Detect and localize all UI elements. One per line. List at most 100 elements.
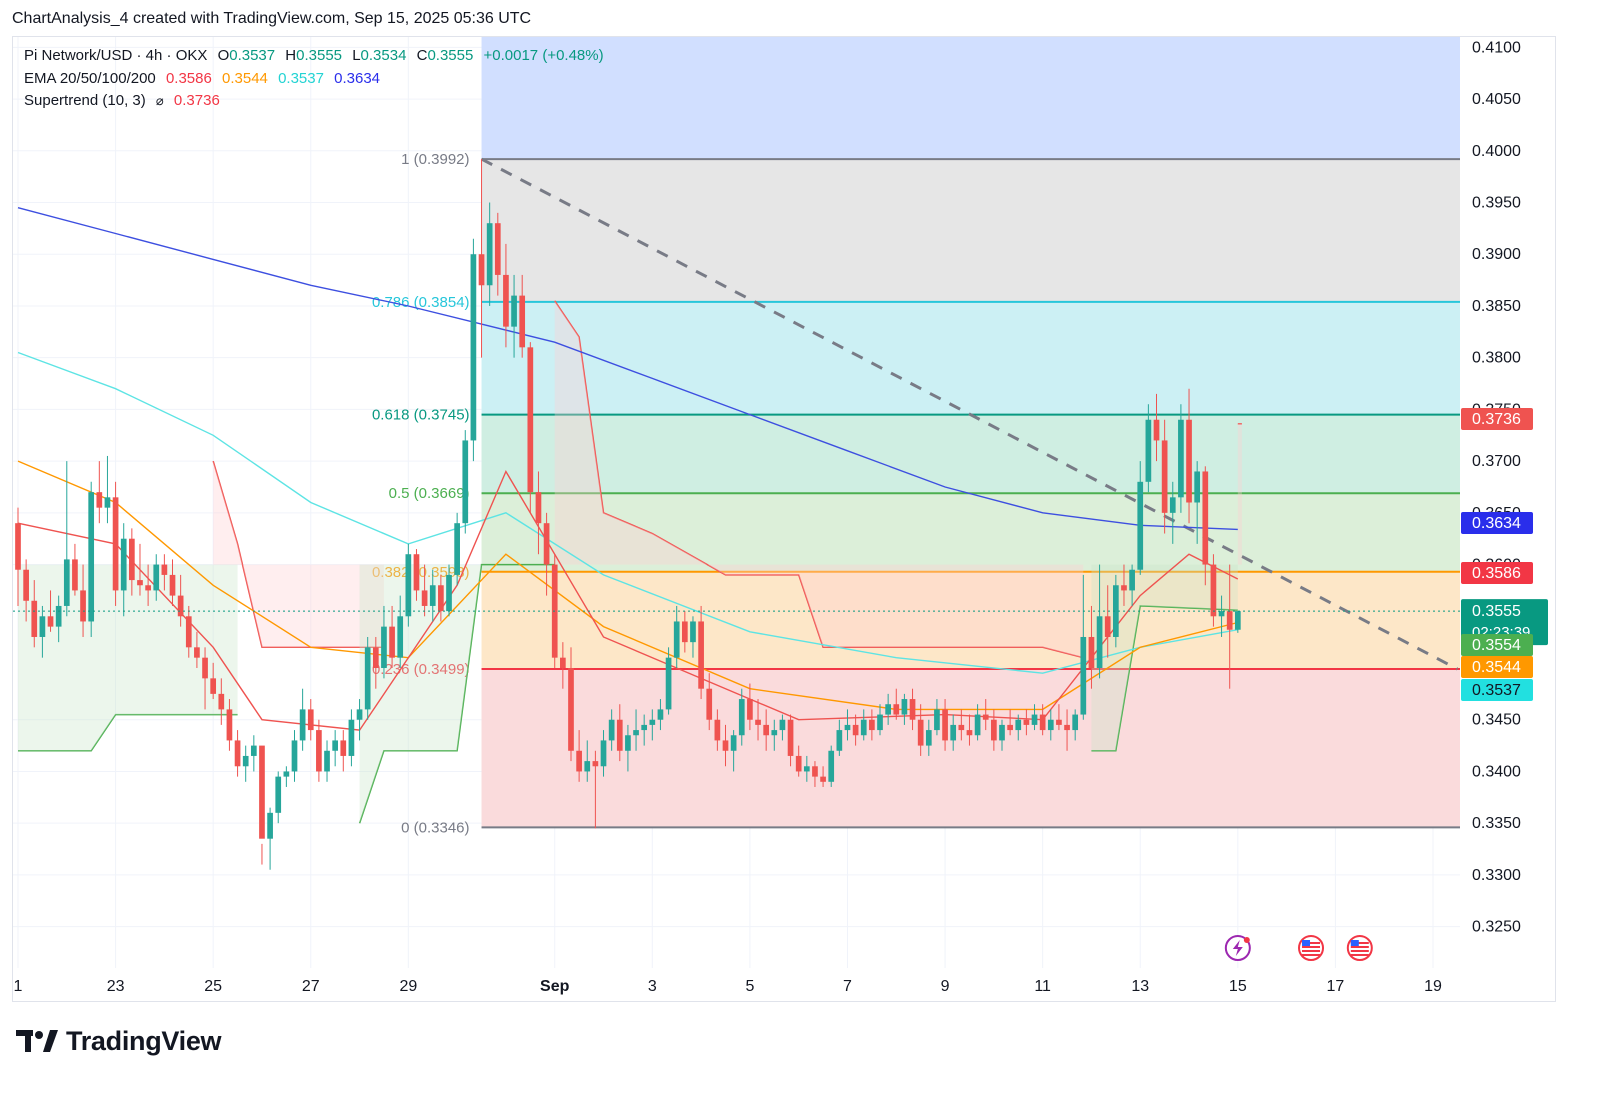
- x-tick-label: 19: [1424, 978, 1442, 995]
- supertrend-supertrend-up-1: [18, 713, 238, 752]
- candle-down: [568, 668, 574, 751]
- y-tick-label: 0.3300: [1472, 867, 1521, 884]
- candle-down: [852, 724, 859, 736]
- candle-up: [120, 538, 127, 591]
- candle-up: [153, 564, 160, 591]
- candle-down: [80, 590, 86, 622]
- y-tick-label: 0.3400: [1472, 763, 1521, 780]
- supertrend-fill-supertrend-down-3: [1237, 423, 1242, 565]
- y-tick-label: 0.3950: [1472, 195, 1521, 212]
- y-tick-label: 0.4100: [1472, 39, 1521, 56]
- candle-down: [958, 724, 965, 731]
- symbol-label[interactable]: Pi Network/USD · 4h · OKX: [24, 47, 208, 64]
- y-tick-label: 0.3700: [1472, 453, 1521, 470]
- candle-up: [348, 719, 355, 756]
- candle-down: [137, 580, 143, 586]
- fib-zone-0.618: [481, 414, 1460, 494]
- candle-down: [226, 709, 233, 741]
- us-flag-canton: [1350, 940, 1359, 946]
- candle-down: [145, 585, 151, 591]
- supertrend-label[interactable]: Supertrend (10, 3): [24, 92, 146, 109]
- candle-down: [1153, 419, 1160, 441]
- candle-down: [372, 647, 379, 669]
- candle-down: [1186, 419, 1192, 503]
- supertrend-legend: Supertrend (10, 3) ⌀ 0.3736: [24, 92, 226, 109]
- ema-label[interactable]: EMA 20/50/100/200: [24, 70, 156, 87]
- x-tick-label: 9: [941, 978, 950, 995]
- fib-zone-0.786: [481, 301, 1460, 415]
- candle-down: [1064, 724, 1070, 731]
- supertrend-supertrend-down-2: [554, 300, 1084, 659]
- candle-up: [88, 492, 95, 622]
- x-tick-label: Sep: [540, 978, 570, 995]
- price-badge-value: 0.3586: [1472, 565, 1521, 582]
- chart-frame[interactable]: [12, 36, 1556, 1002]
- candle-down: [177, 595, 184, 617]
- candle-up: [446, 574, 452, 612]
- candle-up: [405, 554, 412, 617]
- candle-up: [486, 223, 493, 286]
- candle-up: [242, 755, 249, 767]
- candle-down: [787, 719, 794, 756]
- x-tick-label: 27: [302, 978, 320, 995]
- open-value: O0.3537: [217, 47, 276, 64]
- ema20-value: 0.3586: [165, 70, 212, 87]
- us-flag-stripe: [1302, 942, 1321, 944]
- candle-down: [161, 564, 168, 575]
- us-flag-canton: [1302, 940, 1311, 946]
- candle-down: [747, 699, 753, 720]
- fib-zone-top: [481, 37, 1460, 160]
- us-flag-stripe: [1350, 950, 1369, 952]
- candle-up: [332, 740, 339, 751]
- price-badge-value: 0.3634: [1472, 515, 1521, 532]
- chart-credit: ChartAnalysis_4 created with TradingView…: [12, 10, 532, 27]
- supertrend-value: 0.3736: [173, 92, 220, 109]
- tradingview-logo[interactable]: TradingView: [16, 1026, 222, 1057]
- y-tick-label: 0.3900: [1472, 246, 1521, 263]
- y-tick-label: 0.3350: [1472, 815, 1521, 832]
- candle-up: [657, 709, 664, 720]
- candle-down: [72, 559, 78, 591]
- candle-down: [1104, 616, 1111, 637]
- eye-off-icon[interactable]: ⌀: [155, 93, 164, 108]
- candle-up: [1169, 497, 1176, 513]
- fib-label-0.382: 0.382 (0.3593): [372, 564, 470, 581]
- candle-down: [942, 709, 948, 741]
- candle-down: [185, 616, 192, 648]
- candle-down: [1210, 564, 1217, 617]
- candle-up: [511, 295, 517, 327]
- candle-down: [917, 719, 924, 746]
- x-tick-label: 11: [1034, 978, 1051, 995]
- candle-up: [299, 709, 306, 741]
- candle-down: [23, 569, 29, 601]
- us-flag-stripe: [1302, 946, 1321, 948]
- x-tick-label: 1: [14, 978, 23, 995]
- candle-up: [877, 714, 883, 731]
- candle-down: [112, 497, 119, 591]
- candle-up: [950, 724, 957, 741]
- candle-up: [356, 709, 363, 720]
- fib-label-0.236: 0.236 (0.3499): [372, 661, 470, 678]
- candle-up: [291, 740, 298, 772]
- candle-up: [1234, 611, 1241, 630]
- candle-up: [381, 626, 387, 669]
- candle-down: [194, 647, 200, 658]
- candle-down: [982, 714, 989, 720]
- fib-label-1: 1 (0.3992): [401, 151, 469, 168]
- candle-up: [250, 745, 257, 756]
- close-value: C0.3555: [416, 47, 474, 64]
- candle-down: [535, 492, 542, 524]
- candle-down: [1226, 611, 1233, 630]
- fib-zone-0.5: [481, 493, 1460, 572]
- candle-up: [860, 719, 867, 736]
- supertrend-fill-supertrend-down-2: [554, 300, 1084, 658]
- candle-up: [690, 621, 696, 643]
- candle-down: [129, 538, 135, 581]
- candle-down: [340, 740, 347, 756]
- low-value: L0.3534: [352, 47, 407, 64]
- us-flag-stripe: [1302, 954, 1321, 956]
- us-flag-stripe: [1350, 942, 1369, 944]
- candle-up: [649, 719, 656, 725]
- fib-label-0.618: 0.618 (0.3745): [372, 407, 470, 424]
